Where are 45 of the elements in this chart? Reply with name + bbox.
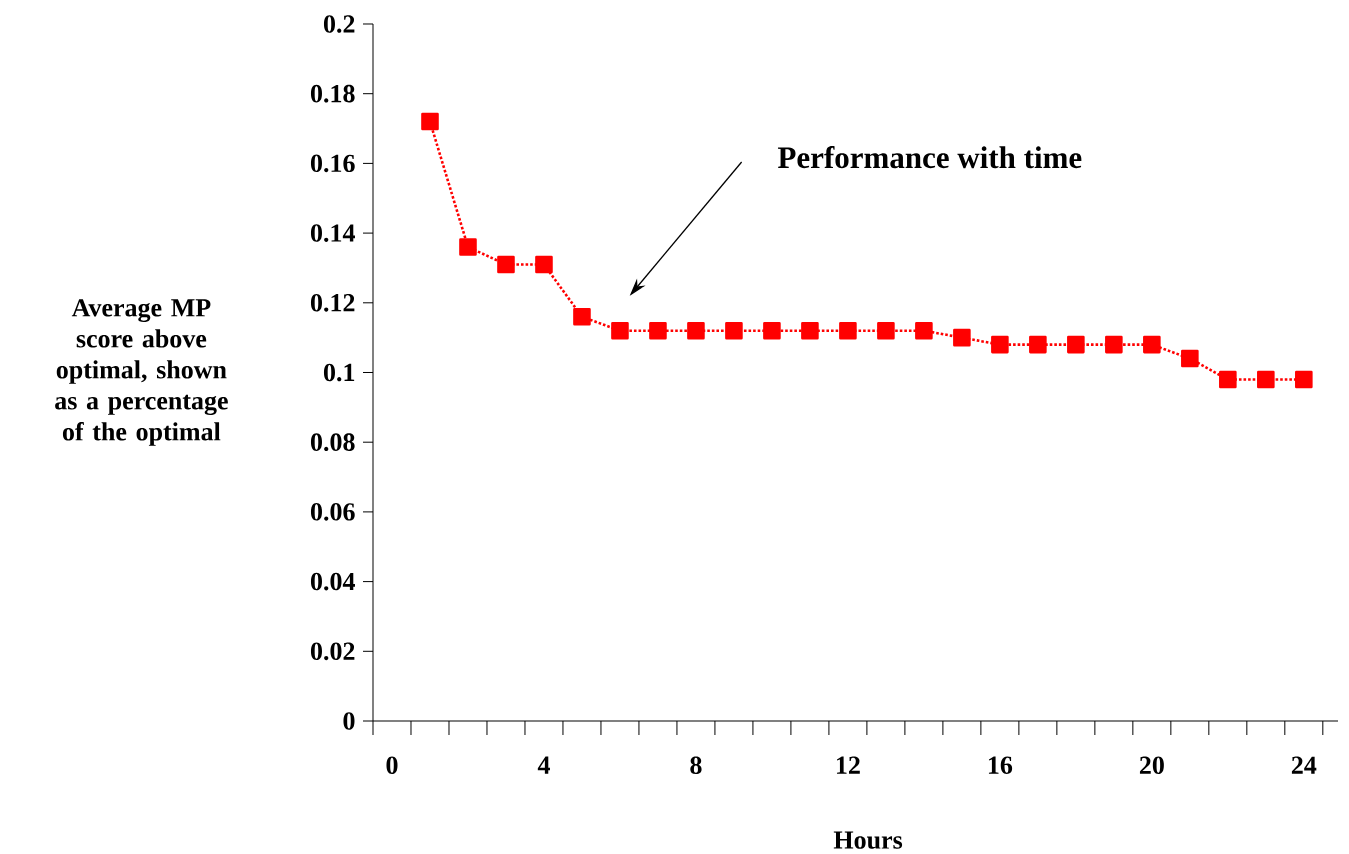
point: [649, 321, 667, 340]
point: [611, 321, 629, 340]
point: [497, 255, 515, 274]
point: [1295, 370, 1313, 389]
y-tick-label: 0.1: [323, 363, 355, 382]
y-axis-title: Average MP score above optimal, shown as a percentage of the optimal: [55, 299, 228, 446]
y-tick-label: 0.12: [310, 293, 355, 312]
x-tick-label: 20: [1139, 756, 1164, 775]
y-tick-label: 0.08: [310, 433, 355, 452]
point: [915, 321, 933, 340]
y-tick-label: 0.04: [310, 572, 355, 591]
y-tick-label: 0.18: [310, 84, 355, 103]
x-tick-label: 8: [690, 756, 702, 775]
point: [687, 321, 705, 340]
point: [801, 321, 819, 340]
point: [725, 321, 743, 340]
point: [1105, 335, 1123, 354]
x-tick-label: 4: [537, 756, 550, 774]
point: [573, 307, 591, 326]
x-tick-label: 16: [988, 756, 1013, 774]
point: [1067, 335, 1085, 354]
y-tick-label: 0.02: [310, 642, 355, 661]
point: [421, 112, 439, 131]
y-tick-label: 0.06: [310, 503, 355, 521]
point: [459, 238, 477, 256]
point: [763, 321, 781, 340]
point: [1143, 335, 1161, 354]
point: [839, 321, 857, 340]
point: [991, 335, 1009, 354]
y-tick-label: 0: [343, 712, 355, 730]
point: [953, 328, 971, 347]
y-tick-label: 0.16: [310, 154, 355, 173]
point: [1219, 370, 1237, 389]
point: [877, 321, 895, 340]
point: [1257, 370, 1275, 389]
point: [535, 255, 553, 274]
point: [1181, 349, 1199, 368]
x-tick-label: 24: [1291, 756, 1317, 774]
annotation: Performance with time: [777, 146, 1082, 169]
x-tick-label: 0: [386, 756, 398, 775]
point: [1029, 335, 1047, 354]
y-tick-label: 0.14: [310, 224, 355, 242]
y-tick-label: 0.2: [323, 15, 355, 33]
x-axis-title: Hours: [833, 831, 903, 849]
x-tick-label: 12: [836, 756, 860, 774]
